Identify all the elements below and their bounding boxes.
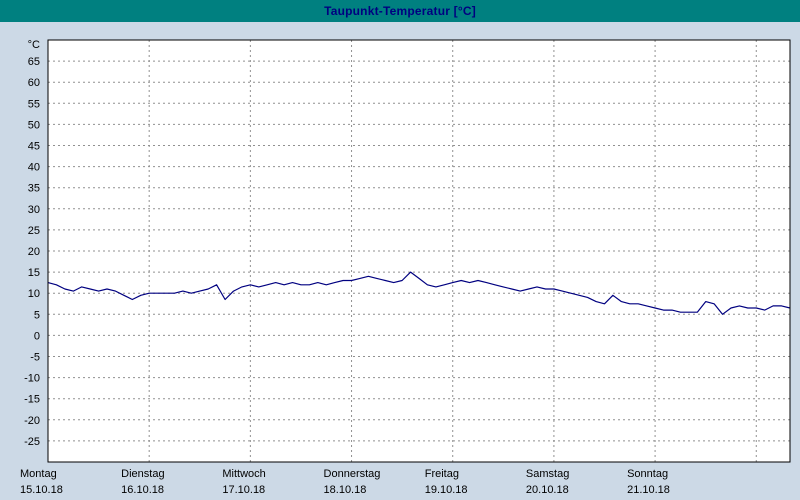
svg-text:Sonntag: Sonntag — [627, 468, 668, 480]
svg-text:35: 35 — [28, 183, 40, 195]
svg-text:45: 45 — [28, 141, 40, 153]
svg-text:-25: -25 — [24, 436, 40, 448]
svg-text:Donnerstag: Donnerstag — [324, 468, 381, 480]
svg-text:25: 25 — [28, 225, 40, 237]
svg-text:-15: -15 — [24, 394, 40, 406]
svg-text:65: 65 — [28, 56, 40, 68]
svg-text:-20: -20 — [24, 415, 40, 427]
svg-text:20.10.18: 20.10.18 — [526, 484, 569, 496]
svg-text:50: 50 — [28, 119, 40, 131]
svg-text:60: 60 — [28, 77, 40, 89]
svg-text:°C: °C — [28, 39, 40, 51]
svg-text:Dienstag: Dienstag — [121, 468, 164, 480]
svg-text:21.10.18: 21.10.18 — [627, 484, 670, 496]
svg-text:5: 5 — [34, 309, 40, 321]
svg-text:Montag: Montag — [20, 468, 57, 480]
svg-text:19.10.18: 19.10.18 — [425, 484, 468, 496]
svg-text:10: 10 — [28, 288, 40, 300]
svg-text:-5: -5 — [30, 352, 40, 364]
svg-text:-10: -10 — [24, 373, 40, 385]
svg-text:0: 0 — [34, 330, 40, 342]
svg-text:17.10.18: 17.10.18 — [222, 484, 265, 496]
dewpoint-line-chart: 65605550454035302520151050-5-10-15-20-25… — [20, 39, 791, 496]
svg-text:Samstag: Samstag — [526, 468, 569, 480]
svg-text:15.10.18: 15.10.18 — [20, 484, 63, 496]
svg-text:55: 55 — [28, 98, 40, 110]
svg-text:20: 20 — [28, 246, 40, 258]
chart-title: Taupunkt-Temperatur [°C] — [324, 4, 476, 18]
svg-text:18.10.18: 18.10.18 — [324, 484, 367, 496]
svg-text:Mittwoch: Mittwoch — [222, 468, 265, 480]
svg-text:30: 30 — [28, 204, 40, 216]
svg-text:40: 40 — [28, 162, 40, 174]
svg-text:Freitag: Freitag — [425, 468, 459, 480]
svg-text:16.10.18: 16.10.18 — [121, 484, 164, 496]
svg-text:15: 15 — [28, 267, 40, 279]
chart-title-bar: Taupunkt-Temperatur [°C] — [0, 0, 800, 22]
